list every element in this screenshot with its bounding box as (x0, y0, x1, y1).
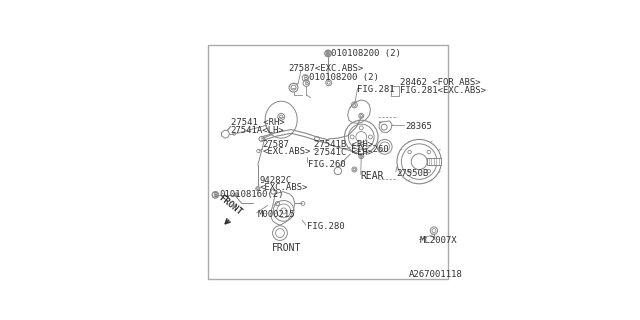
Text: B: B (303, 75, 307, 81)
Text: FRONT: FRONT (272, 243, 301, 253)
Text: B: B (213, 192, 218, 198)
Text: FIG.280: FIG.280 (307, 222, 344, 231)
Text: 28462 <FOR ABS>: 28462 <FOR ABS> (400, 78, 481, 87)
Text: 27587<EXC.ABS>: 27587<EXC.ABS> (288, 64, 364, 73)
Text: 010108160(2): 010108160(2) (219, 190, 284, 199)
Text: FIG.260: FIG.260 (308, 160, 346, 169)
Text: B: B (213, 192, 218, 198)
Text: 27587: 27587 (262, 140, 289, 149)
Text: FIG.281<EXC.ABS>: FIG.281<EXC.ABS> (400, 86, 486, 95)
Text: M000215: M000215 (257, 210, 295, 219)
Text: 27541B <RH>: 27541B <RH> (314, 140, 374, 149)
Text: FIG.281: FIG.281 (357, 85, 395, 94)
Text: 27541C <LH>: 27541C <LH> (314, 148, 374, 157)
Text: 010108200 (2): 010108200 (2) (308, 73, 379, 82)
Bar (427, 158, 442, 165)
Text: 94282C: 94282C (259, 176, 292, 185)
Text: FRONT: FRONT (218, 193, 244, 217)
Text: B: B (326, 50, 330, 56)
Text: B: B (304, 80, 308, 86)
Text: FIG.260: FIG.260 (351, 145, 388, 154)
Text: 010108200 (2): 010108200 (2) (332, 49, 401, 58)
Text: <EXC.ABS>: <EXC.ABS> (259, 183, 308, 192)
Text: 27550B: 27550B (397, 169, 429, 178)
Text: A267001118: A267001118 (410, 270, 463, 279)
Text: 27541 <RH>: 27541 <RH> (230, 118, 284, 127)
Text: 27541A<LH>: 27541A<LH> (230, 126, 284, 135)
Text: <EXC.ABS>: <EXC.ABS> (262, 147, 311, 156)
Text: ML2007X: ML2007X (420, 236, 458, 245)
Text: B: B (326, 51, 330, 57)
Text: 28365: 28365 (405, 122, 432, 131)
Text: REAR: REAR (360, 171, 384, 181)
